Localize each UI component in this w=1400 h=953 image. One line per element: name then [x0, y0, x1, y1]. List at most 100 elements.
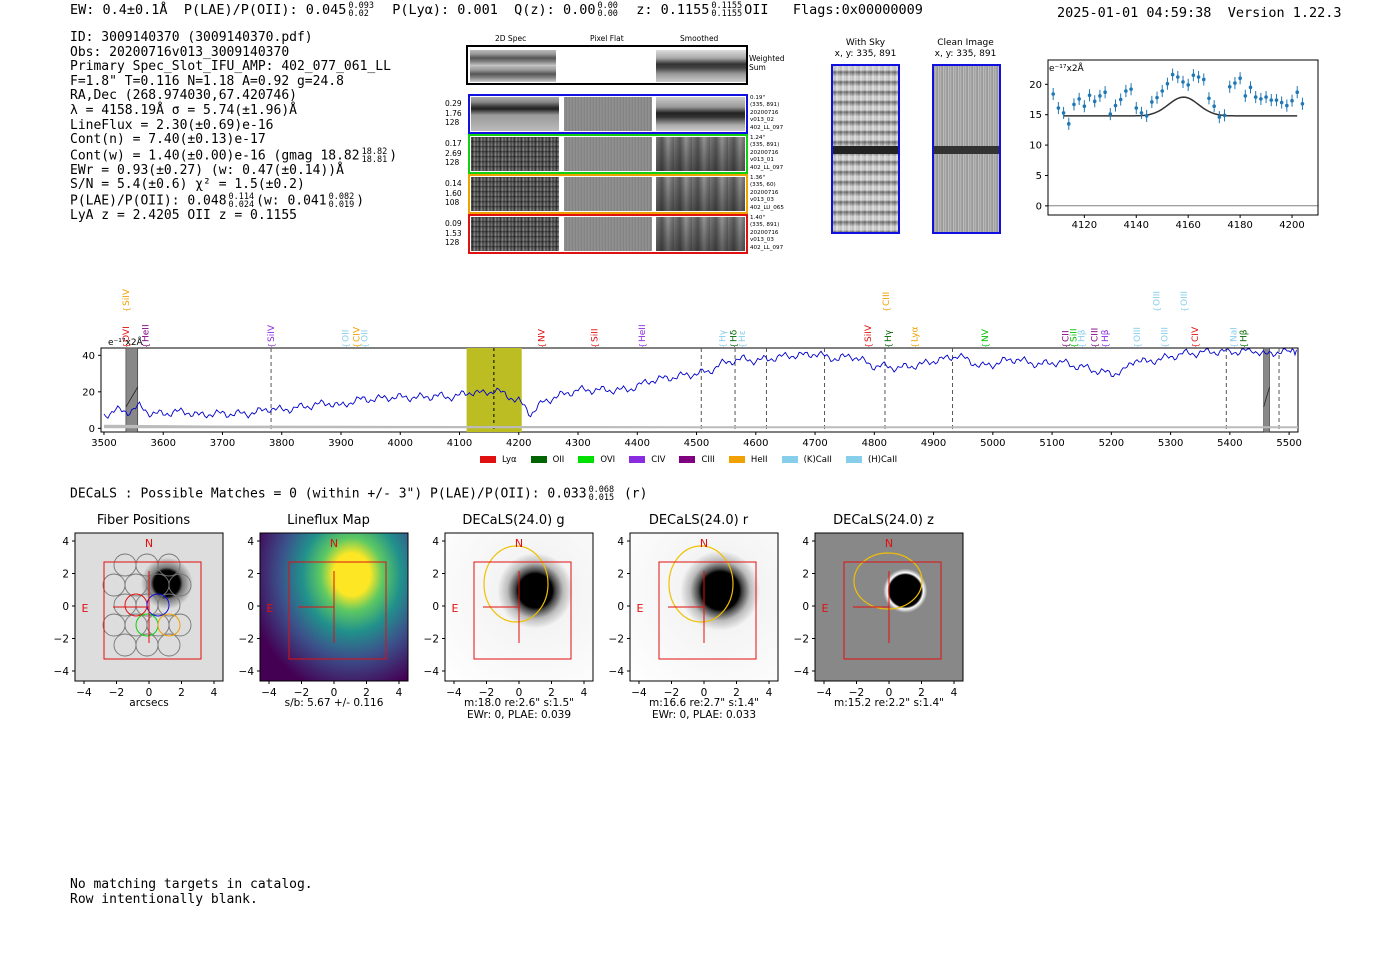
- x-tick-label: 2: [178, 687, 185, 699]
- compass-east: E: [82, 602, 89, 615]
- y-tick-label: −2: [424, 634, 439, 646]
- image-panel: N E 4 2 0 −2 −4 −4 −2 0 2 4: [54, 532, 224, 699]
- data-point: [1082, 104, 1087, 108]
- data-point: [1124, 89, 1128, 93]
- fiber-circle: [168, 573, 192, 597]
- line-label-brace: {: [1161, 343, 1170, 348]
- data-point: [1056, 106, 1061, 110]
- cutout-meta-line: (335, 891): [750, 142, 780, 149]
- decals-band: (r): [623, 486, 648, 502]
- legend-swatch: [480, 456, 496, 463]
- x-tick-label: −4: [631, 687, 647, 699]
- catalog-note-line1: No matching targets in catalog.: [70, 877, 313, 892]
- x-tick-label: 4180: [1227, 220, 1252, 231]
- legend-swatch: [629, 456, 646, 463]
- line-label-brace: {: [729, 343, 738, 348]
- cutout-meta-line: 20200716: [750, 109, 779, 116]
- line-label-brace: {: [141, 343, 150, 348]
- y-tick-label: 0: [1036, 201, 1042, 212]
- data-point: [1087, 93, 1092, 98]
- info-lambda: λ = 4158.19Å σ = 5.74(±1.96)Å: [70, 102, 297, 118]
- error-band: [104, 424, 1298, 429]
- line-label: SiIV: [864, 324, 874, 342]
- line-label: CII: [1062, 330, 1072, 342]
- y-tick-label: −2: [794, 634, 809, 646]
- line-label-brace: {: [122, 343, 131, 348]
- data-point: [1139, 111, 1144, 115]
- x-tick-label: 5300: [1158, 438, 1183, 449]
- fiber-circle: [157, 633, 181, 657]
- compass-east: E: [452, 602, 459, 615]
- panel-caption-line: m:15.2 re:2.2" s:1.4": [834, 697, 944, 709]
- z-line: OII: [744, 2, 769, 18]
- masked-region: [1263, 347, 1270, 433]
- line-label-brace: {: [738, 343, 747, 348]
- legend-label: OVI: [600, 454, 616, 465]
- plae-bounds: 0.093 0.02: [348, 1, 374, 19]
- data-point: [1072, 102, 1076, 107]
- aperture-ellipse: [483, 545, 549, 623]
- x-tick-label: 0: [886, 687, 893, 699]
- fit-curve: [1063, 96, 1298, 117]
- legend-item: CIII: [679, 455, 715, 465]
- header-right: 2025-01-01 04:59:38 Version 1.22.3: [1057, 5, 1342, 21]
- cutout-stat-value: 128: [445, 118, 460, 127]
- panel-title: Lineflux Map: [287, 513, 370, 528]
- line-label: OIII: [1180, 291, 1190, 306]
- line-label: CIII: [882, 292, 892, 306]
- x-tick-label: 4: [766, 687, 773, 699]
- cutout-2dspec-image: [471, 217, 559, 251]
- panel-caption: s/b: 5.67 +/- 0.116: [260, 697, 408, 709]
- fiber-circle: [168, 613, 192, 637]
- x-tick-label: −2: [109, 687, 124, 699]
- cutout-stats: 0.14 1.60 108: [445, 179, 462, 208]
- data-point: [1108, 112, 1113, 116]
- x-tick-label: 4160: [1175, 220, 1200, 231]
- decals-summary: DECaLS : Possible Matches = 0 (within +/…: [70, 486, 648, 503]
- search-box: [473, 561, 572, 660]
- panel-caption: m:18.0 re:2.6" s:1.5" EWr: 0, PLAE: 0.039: [445, 697, 593, 721]
- with-sky-image: [831, 64, 900, 234]
- x-tick-label: −2: [664, 687, 679, 699]
- line-label: Hγ: [719, 329, 729, 342]
- image-panel: N E 4 2 0 −2 −4 −4 −2 0 2 4: [794, 532, 964, 699]
- weighted-smoothed-image: [656, 50, 746, 82]
- line-label: OII: [342, 330, 352, 342]
- line-label-brace: {: [267, 343, 276, 348]
- data-point: [1186, 83, 1190, 87]
- data-point: [1092, 99, 1097, 104]
- data-point: [1274, 98, 1279, 102]
- search-box: [288, 561, 387, 660]
- line-label-brace: {: [122, 307, 131, 312]
- panel-caption-line: s/b: 5.67 +/- 0.116: [284, 697, 384, 709]
- compass-east: E: [822, 602, 829, 615]
- data-point: [1118, 97, 1123, 102]
- panel-caption-line: EWr: 0, PLAE: 0.039: [466, 709, 572, 721]
- data-point: [1227, 84, 1232, 89]
- line-label-brace: {: [882, 307, 891, 312]
- x-tick-label: 0: [146, 687, 153, 699]
- y-tick-label: 2: [432, 569, 439, 581]
- legend-item: (H)CaII: [845, 455, 897, 465]
- search-box: [843, 561, 942, 660]
- zoom-x-axis: 4120 4140 4160 4180 4200: [1072, 215, 1305, 231]
- cutout-meta: 1.24" (335, 891) 20200716 v013_01 402_LL_097: [750, 135, 783, 172]
- data-point: [1279, 100, 1284, 105]
- data-point: [1170, 72, 1175, 77]
- cutout-meta-line: 402_LL_097: [750, 124, 784, 131]
- line-label-brace: {: [884, 343, 893, 348]
- x-tick-label: −2: [849, 687, 864, 699]
- x-tick-label: 4: [211, 687, 218, 699]
- data-point: [1285, 103, 1289, 108]
- col-header-2dspec: 2D Spec: [495, 34, 527, 43]
- info-lya: LyA z = 2.4205 OII z = 0.1155: [70, 208, 297, 224]
- data-point: [1201, 77, 1206, 82]
- line-label: Hγ: [884, 329, 894, 342]
- data-point: [1269, 98, 1274, 102]
- cutout-meta-line: 1.24": [750, 135, 766, 141]
- data-point: [1217, 115, 1222, 119]
- cutout-stats: 0.09 1.53 128: [445, 219, 462, 248]
- legend-swatch: [578, 456, 595, 463]
- y-tick-label: 0: [617, 601, 624, 613]
- x-tick-label: −2: [479, 687, 494, 699]
